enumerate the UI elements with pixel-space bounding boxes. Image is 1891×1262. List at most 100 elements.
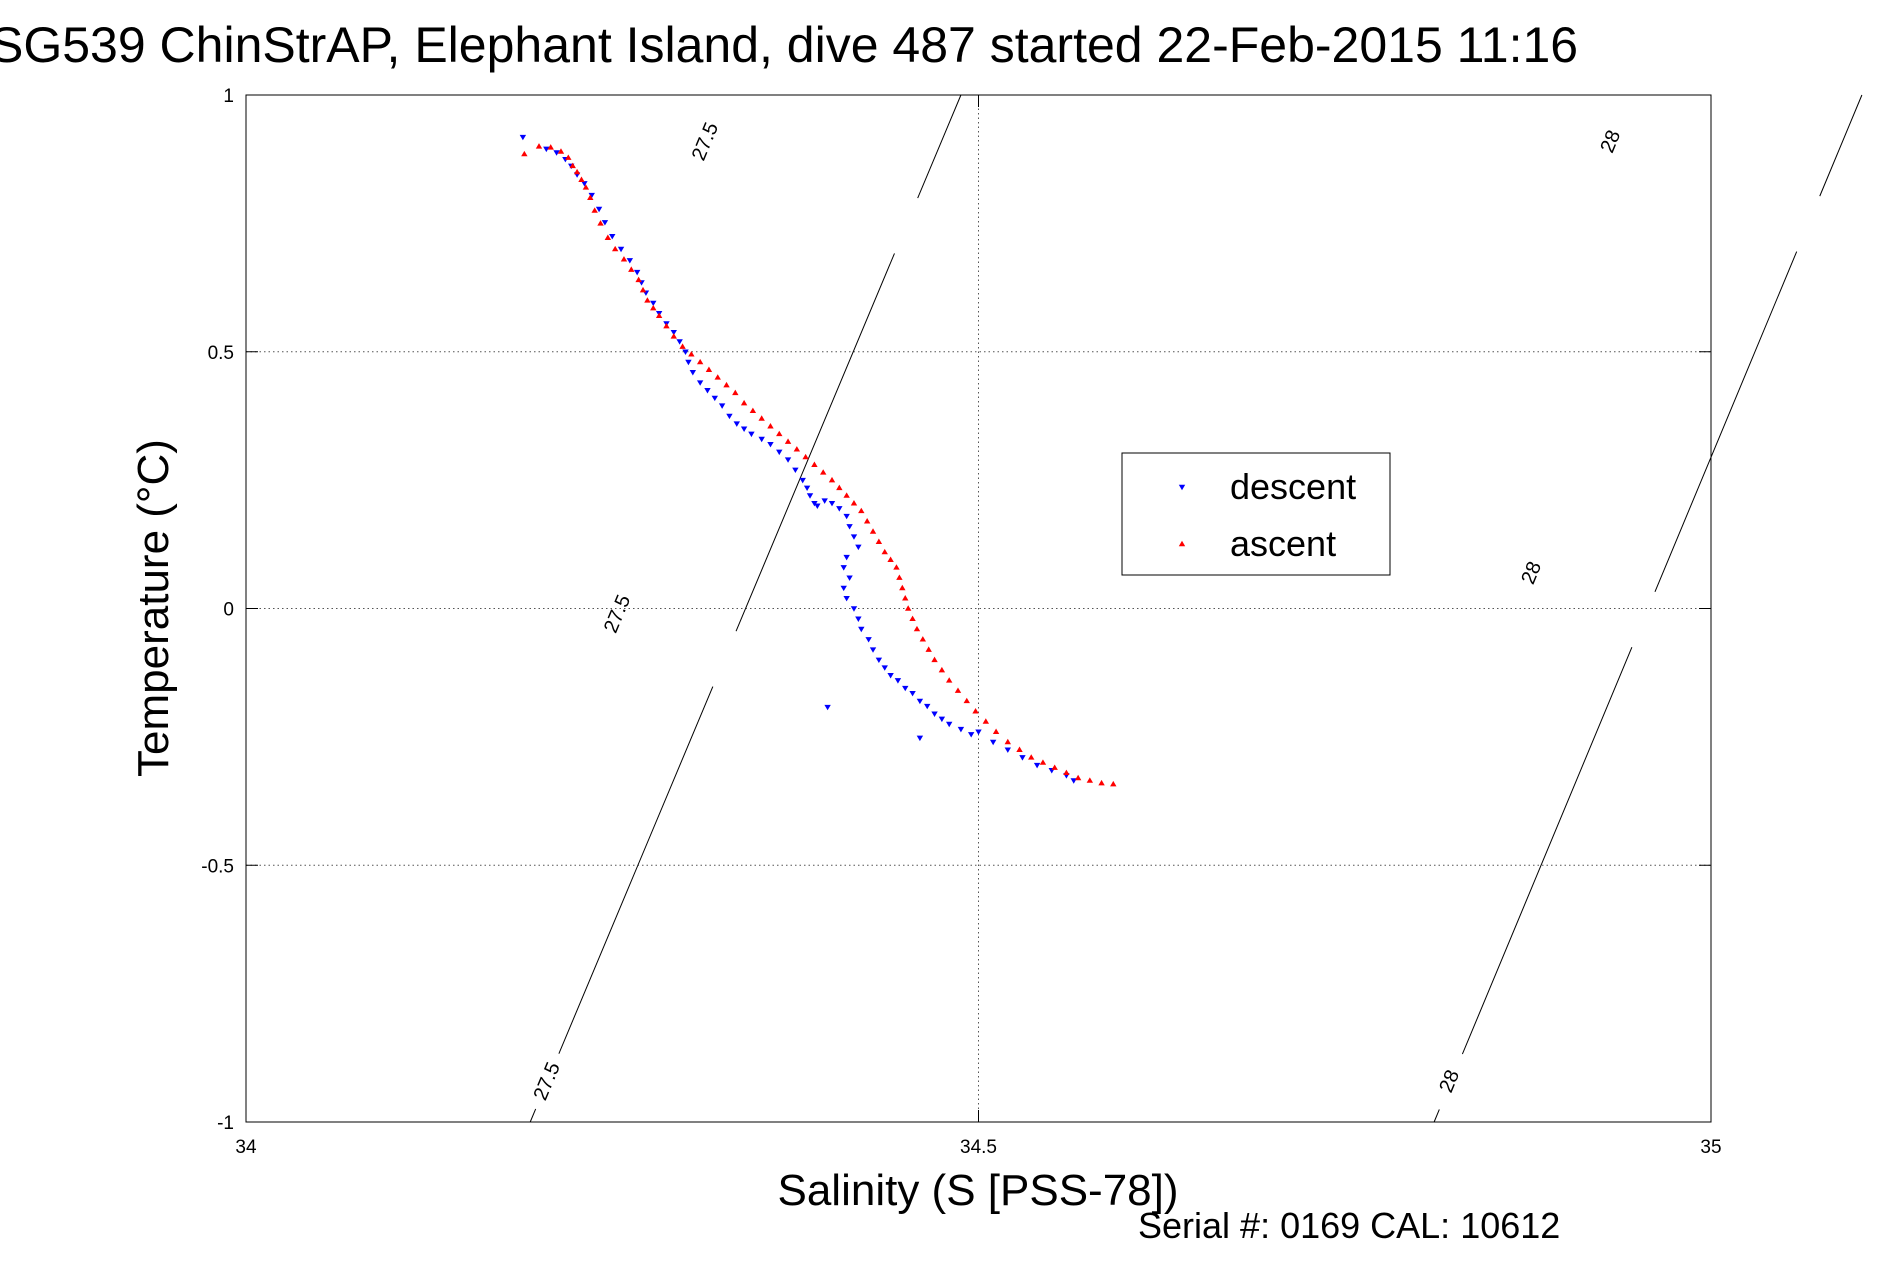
data-point-ascent <box>858 507 865 514</box>
data-point-ascent <box>925 646 932 652</box>
data-point-ascent <box>1016 746 1023 752</box>
data-point-ascent <box>604 234 612 240</box>
legend: descent ascent <box>1121 452 1391 576</box>
data-point-descent <box>902 685 909 692</box>
data-point-descent <box>689 370 697 376</box>
data-point-descent <box>887 673 894 679</box>
data-point-ascent <box>611 245 619 252</box>
legend-marker-ascent <box>1178 540 1186 547</box>
density-contour-segment <box>917 94 962 199</box>
density-contour-segment <box>1433 1109 1440 1123</box>
data-point-descent <box>814 503 821 509</box>
data-point-descent <box>601 220 609 226</box>
data-point-descent <box>803 485 811 492</box>
data-point-descent <box>840 565 847 571</box>
data-point-descent <box>740 426 748 432</box>
data-point-ascent <box>1004 738 1011 745</box>
data-point-descent <box>881 665 888 671</box>
density-contour-segment <box>1819 94 1863 197</box>
data-point-descent <box>726 413 733 420</box>
x-tick-label: 34 <box>235 1137 257 1158</box>
density-contour-segment <box>735 253 895 632</box>
data-point-ascent <box>938 666 946 673</box>
legend-box <box>1121 452 1391 576</box>
data-point-descent <box>595 206 603 213</box>
data-point-ascent <box>732 389 739 396</box>
data-point-ascent <box>679 343 686 349</box>
data-point-descent <box>865 637 872 643</box>
y-axis-title: Temperature (°C) <box>129 439 178 777</box>
data-point-descent <box>799 477 806 484</box>
data-point-ascent <box>904 605 912 611</box>
data-point-ascent <box>887 556 894 562</box>
data-point-ascent <box>597 220 604 226</box>
data-point-descent <box>588 192 595 199</box>
data-point-descent <box>938 716 946 723</box>
data-point-ascent <box>919 636 927 642</box>
data-point-ascent <box>688 351 695 357</box>
data-point-descent <box>633 269 641 276</box>
density-contour-segment <box>529 1108 537 1123</box>
data-point-ascent <box>972 708 979 714</box>
data-point-ascent <box>893 564 900 570</box>
data-point-ascent <box>850 500 858 506</box>
data-point-ascent <box>899 584 906 591</box>
data-point-descent <box>1019 755 1026 761</box>
data-point-descent <box>967 732 975 738</box>
data-point-ascent <box>591 207 598 213</box>
data-point-descent <box>843 513 850 520</box>
data-point-descent <box>975 729 982 735</box>
data-point-ascent <box>913 625 921 632</box>
data-point-ascent <box>547 144 554 150</box>
data-point-descent <box>733 421 740 427</box>
data-point-ascent <box>946 677 953 683</box>
data-point-ascent <box>1028 754 1035 760</box>
data-point-ascent <box>650 304 657 311</box>
data-point-ascent <box>811 461 818 467</box>
data-point-descent <box>858 626 865 633</box>
data-point-ascent <box>931 656 938 663</box>
data-point-descent <box>519 134 527 141</box>
y-tick-label: -1 <box>217 1113 234 1134</box>
legend-label-descent: descent <box>1230 466 1356 507</box>
data-point-ascent <box>573 168 581 175</box>
data-point-ascent <box>1086 777 1094 783</box>
data-point-ascent <box>644 297 651 303</box>
data-point-descent <box>957 726 965 733</box>
data-point-descent <box>989 739 997 746</box>
data-points <box>519 134 1117 787</box>
data-point-descent <box>696 380 704 386</box>
data-point-descent <box>855 616 862 622</box>
data-point-descent <box>894 678 902 684</box>
data-point-ascent <box>909 615 916 622</box>
data-point-ascent <box>875 538 883 544</box>
data-point-descent <box>1033 762 1041 769</box>
data-point-ascent <box>881 548 888 555</box>
data-point-descent <box>650 300 657 307</box>
data-point-descent <box>850 606 858 612</box>
data-point-ascent <box>670 333 677 339</box>
data-point-ascent <box>776 430 783 437</box>
data-point-descent <box>846 524 853 530</box>
data-point-descent <box>1004 747 1011 753</box>
data-point-ascent <box>902 595 909 601</box>
legend-label-ascent: ascent <box>1230 523 1336 564</box>
data-point-ascent <box>802 453 809 460</box>
x-tick-label: 35 <box>1700 1137 1721 1158</box>
data-point-ascent <box>1110 780 1117 787</box>
data-point-descent <box>840 585 847 592</box>
data-point-ascent <box>628 266 635 272</box>
axis-ticks: 34 34.5 35 1 0.5 0 -0.5 -1 <box>201 86 1721 1158</box>
data-point-descent <box>806 493 814 499</box>
data-point-descent <box>626 258 634 264</box>
data-point-ascent <box>896 574 903 580</box>
data-point-ascent <box>714 374 721 380</box>
grid-lines <box>246 95 1711 1122</box>
data-point-ascent <box>1063 769 1070 776</box>
x-tick-label: 34.5 <box>960 1137 997 1158</box>
data-point-descent <box>670 329 677 336</box>
data-point-descent <box>685 359 692 366</box>
density-contour-segment <box>1461 646 1633 1055</box>
data-point-descent <box>711 395 718 402</box>
data-point-descent <box>946 721 953 728</box>
